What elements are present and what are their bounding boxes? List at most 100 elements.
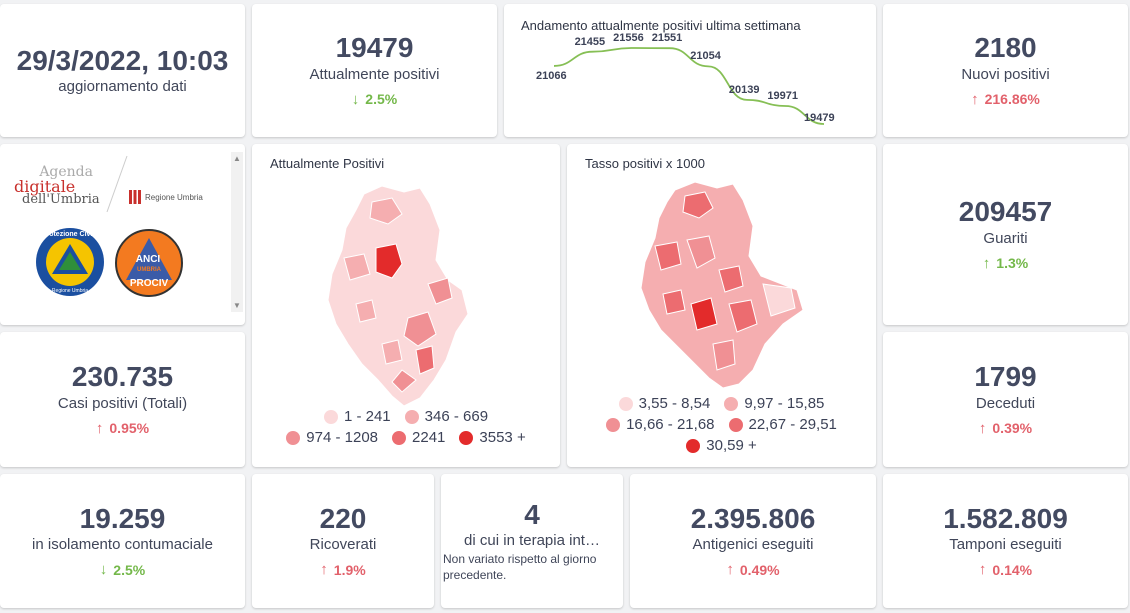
ricoverati-label: Ricoverati [309,536,377,554]
trend-point-label: 21556 [613,32,644,44]
legend-item: 1 - 241 [323,408,391,425]
umbria-map-2[interactable] [567,174,876,424]
tamponi-value: 1.582.809 [943,502,1068,534]
regione-umbria-logo[interactable]: Regione Umbria [128,188,203,206]
map1-title: Attualmente Positivi [270,156,385,171]
isolamento-change: ↓ 2.5% [100,561,145,578]
isolamento-label: in isolamento contumaciale [32,536,213,554]
umbria-map-1[interactable] [252,174,560,434]
arrow-down-icon: ↓ [351,90,360,108]
anci-line-2: UMBRIA [137,267,162,273]
attualmente-positivi-change: ↓ 2.5% [352,91,397,108]
legend-item: 346 - 669 [404,408,489,425]
deceduti-change: ↑ 0.39% [979,420,1032,437]
arrow-up-icon: ↑ [95,419,104,437]
change-value: 0.49% [739,561,780,578]
casi-totali-card: 230.735 Casi positivi (Totali) ↑ 0.95% [0,332,245,467]
trend-sparkline [553,47,825,125]
scroll-up-icon[interactable]: ▲ [233,154,241,163]
guariti-change: ↑ 1.3% [983,255,1028,272]
protezione-civile-sub: Regione Umbria [52,288,88,294]
casi-totali-change: ↑ 0.95% [96,420,149,437]
trend-point-label: 21054 [690,50,721,63]
trend-point-label: 21066 [536,69,567,82]
legend-item: 3553 + [459,429,526,446]
regione-umbria-text: Regione Umbria [145,192,203,202]
arrow-up-icon: ↑ [726,561,734,579]
legend-label: 30,59 + [706,437,757,454]
antigenici-card: 2.395.806 Antigenici eseguiti ↑ 0.49% [630,474,876,608]
legend-label: 346 - 669 [424,408,489,425]
trend-point-label: 21551 [651,32,683,45]
isolamento-card: 19.259 in isolamento contumaciale ↓ 2.5% [0,474,245,608]
scroll-down-icon[interactable]: ▼ [233,301,241,310]
legend-dot [392,430,407,445]
legend-item: 3,55 - 8,54 [618,395,711,412]
legend-dot [404,409,419,424]
map2-title: Tasso positivi x 1000 [585,156,705,171]
change-value: 0.95% [109,420,150,437]
legend-dot [686,438,701,453]
legend-dot [459,430,474,445]
protezione-civile-logo[interactable]: Protezione Civile Regione Umbria [34,226,106,298]
attualmente-positivi-value: 19479 [335,32,414,64]
nuovi-positivi-label: Nuovi positivi [961,65,1050,83]
casi-totali-label: Casi positivi (Totali) [57,394,188,412]
trend-title: Andamento attualmente positivi ultima se… [521,18,801,33]
trend-point-label: 19971 [767,89,799,102]
legend-item: 30,59 + [686,437,757,454]
legend-label: 16,66 - 21,68 [626,416,715,433]
legend-label: 1 - 241 [343,408,391,425]
change-value: 0.39% [992,420,1033,437]
logos-scrollbar[interactable]: ▲ ▼ [231,152,243,312]
map-attualmente-positivi-card: Attualmente Positivi 1 - 241 346 - 669 9… [252,144,560,467]
tamponi-change: ↑ 0.14% [979,561,1032,578]
terapia-note: Non variato rispetto al giorno precedent… [443,552,597,582]
arrow-up-icon: ↑ [978,419,987,437]
legend-item: 16,66 - 21,68 [606,416,715,433]
legend-dot [286,430,301,445]
change-value: 1.9% [333,561,366,578]
arrow-up-icon: ↑ [971,90,979,108]
tamponi-card: 1.582.809 Tamponi eseguiti ↑ 0.14% [883,474,1128,608]
deceduti-card: 1799 Deceduti ↑ 0.39% [883,332,1128,467]
trend-card: Andamento attualmente positivi ultima se… [504,4,876,137]
agenda-line-1: Agenda [39,164,93,180]
trend-point-label: 19479 [804,112,835,124]
legend-item: 22,67 - 29,51 [728,416,837,433]
arrow-down-icon: ↓ [99,561,108,579]
attualmente-positivi-label: Attualmente positivi [309,65,440,83]
guariti-label: Guariti [983,229,1028,247]
update-datetime: 29/3/2022, 10:03 [16,44,229,76]
divider-line [106,155,128,213]
legend-dot [618,396,633,411]
legend-dot [323,409,338,424]
arrow-up-icon: ↑ [320,561,328,579]
antigenici-value: 2.395.806 [690,502,816,534]
anci-line-3: PROCIV [130,278,169,289]
anci-prociv-logo[interactable]: ANCI UMBRIA PROCIV [114,228,184,298]
map-tasso-positivi-card: Tasso positivi x 1000 3,55 - 8,54 9,97 -… [567,144,876,467]
legend-label: 3,55 - 8,54 [638,395,711,412]
ricoverati-change: ↑ 1.9% [320,561,365,578]
change-value: 1.3% [996,255,1029,272]
terapia-intensiva-card: 4 di cui in terapia int… Non variato ris… [441,474,623,608]
ricoverati-value: 220 [319,502,367,534]
agenda-digitale-logo[interactable]: Agenda digitale dell'Umbria [14,164,109,208]
legend-dot [606,417,621,432]
trend-point-label: 21455 [574,35,606,48]
agenda-line-3: dell'Umbria [22,192,100,208]
update-label: aggiornamento dati [58,78,187,96]
change-value: 216.86% [984,91,1040,108]
guariti-card: 209457 Guariti ↑ 1.3% [883,144,1128,325]
legend-label: 9,97 - 15,85 [744,395,825,412]
nuovi-positivi-change: ↑ 216.86% [971,91,1040,108]
map1-legend: 1 - 241 346 - 669 974 - 1208 2241 3553 + [252,408,560,450]
deceduti-value: 1799 [974,361,1037,393]
trend-point-label: 20139 [728,83,760,96]
guariti-value: 209457 [958,196,1053,228]
map2-legend: 3,55 - 8,54 9,97 - 15,85 16,66 - 21,68 2… [567,395,876,458]
logos-card[interactable]: Agenda digitale dell'Umbria Regione Umbr… [0,144,245,325]
protezione-civile-text: Protezione Civile [42,231,99,238]
legend-label: 974 - 1208 [306,429,379,446]
